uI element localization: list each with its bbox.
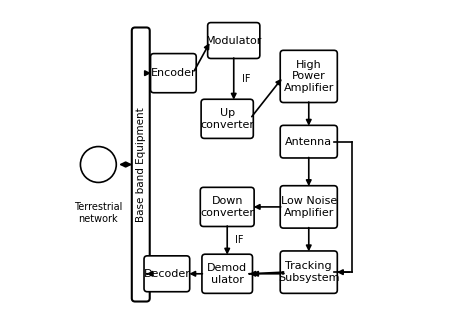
Text: Tracking
Subsystem: Tracking Subsystem <box>278 261 339 283</box>
FancyBboxPatch shape <box>280 251 337 293</box>
Text: Down
converter: Down converter <box>200 196 254 218</box>
FancyBboxPatch shape <box>280 125 337 158</box>
FancyBboxPatch shape <box>280 186 337 228</box>
FancyBboxPatch shape <box>280 50 337 103</box>
Text: Demod
ulator: Demod ulator <box>207 263 247 285</box>
FancyBboxPatch shape <box>151 54 196 93</box>
FancyBboxPatch shape <box>201 99 253 139</box>
FancyBboxPatch shape <box>201 187 254 226</box>
FancyBboxPatch shape <box>132 28 150 301</box>
Text: Base band Equipment: Base band Equipment <box>136 107 146 222</box>
Text: Encoder: Encoder <box>151 68 196 78</box>
Text: Modulator: Modulator <box>206 36 262 45</box>
Text: IF: IF <box>236 235 244 245</box>
FancyBboxPatch shape <box>202 254 253 293</box>
Text: IF: IF <box>242 74 250 84</box>
Text: Decoder: Decoder <box>144 269 190 279</box>
Text: Terrestrial
network: Terrestrial network <box>74 202 123 224</box>
FancyBboxPatch shape <box>144 256 190 292</box>
Text: Antenna: Antenna <box>285 137 332 147</box>
FancyBboxPatch shape <box>208 23 260 59</box>
Text: Low Noise
Amplifier: Low Noise Amplifier <box>281 196 337 218</box>
Text: High
Power
Amplifier: High Power Amplifier <box>283 60 334 93</box>
Text: Up
converter: Up converter <box>200 108 254 130</box>
